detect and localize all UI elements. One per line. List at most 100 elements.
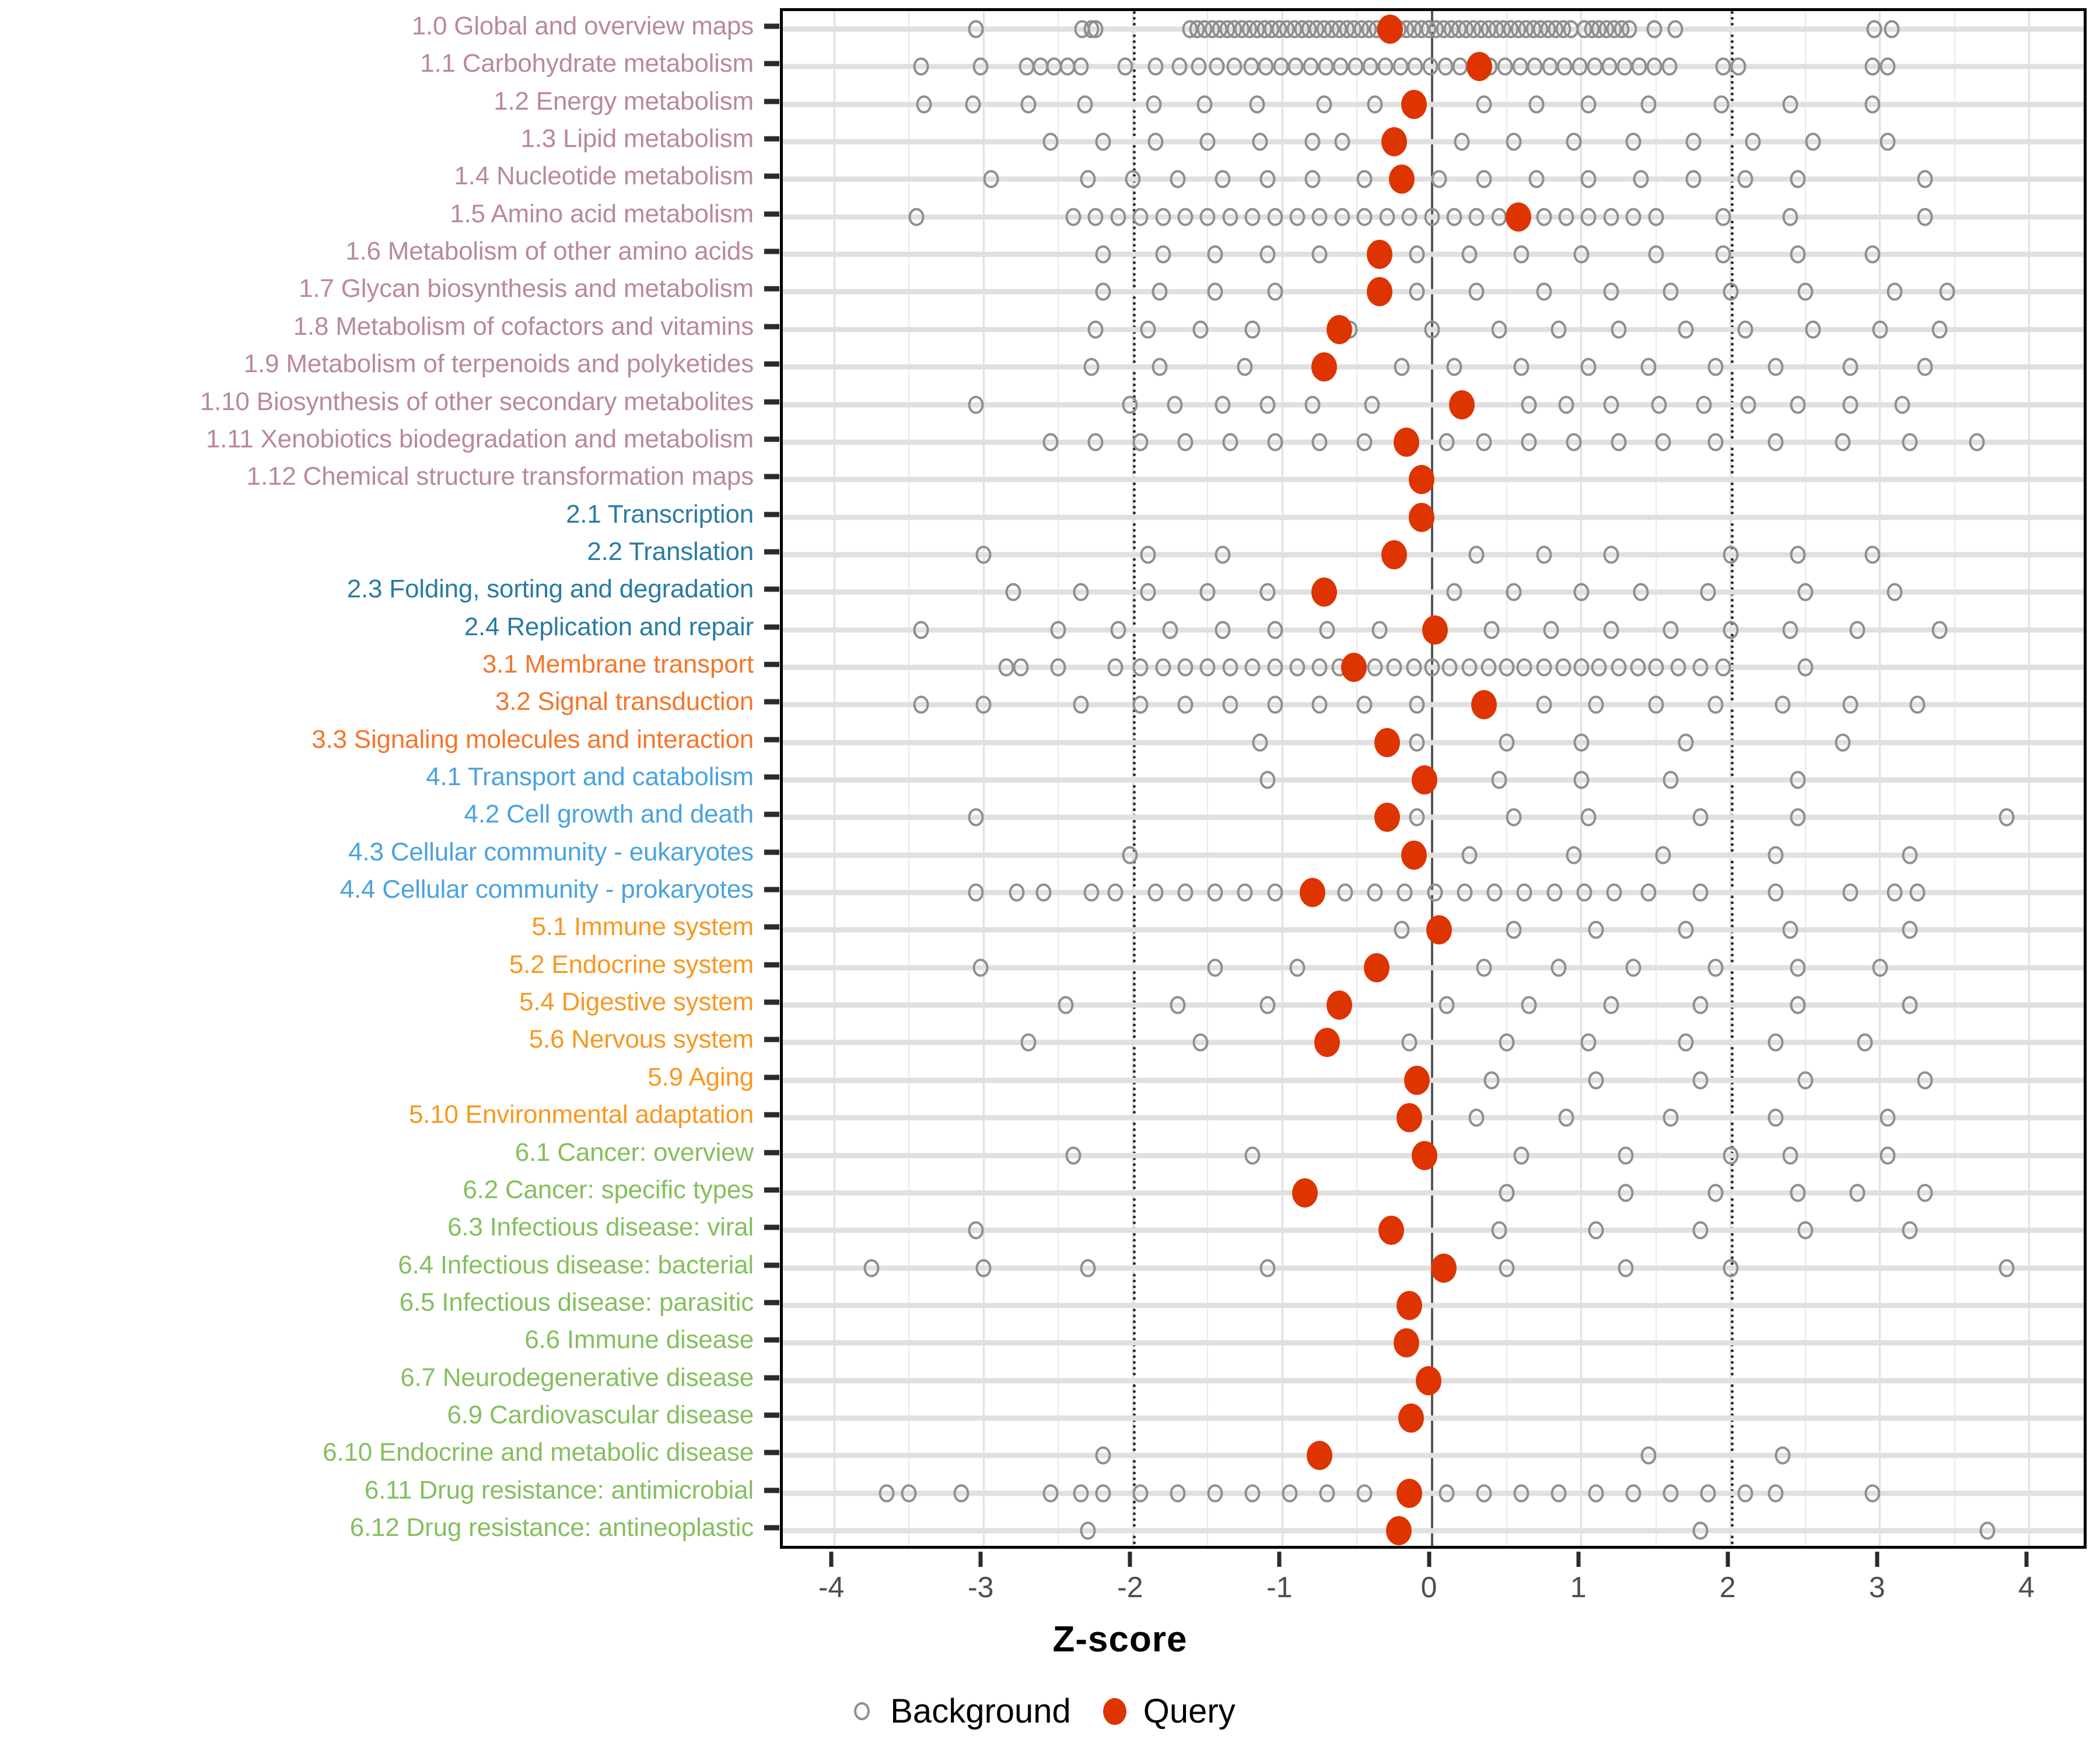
background-point[interactable] <box>1431 170 1447 188</box>
background-point[interactable] <box>1506 132 1522 151</box>
background-point[interactable] <box>1618 1146 1634 1164</box>
background-point[interactable] <box>1662 1108 1679 1127</box>
background-point[interactable] <box>1917 358 1933 376</box>
background-point[interactable] <box>1506 583 1522 601</box>
background-point[interactable] <box>1177 883 1194 902</box>
background-point[interactable] <box>1303 57 1319 76</box>
background-point[interactable] <box>1199 658 1216 677</box>
background-point[interactable] <box>1222 695 1238 714</box>
query-point[interactable] <box>1416 1366 1442 1395</box>
background-point[interactable] <box>1917 1071 1933 1090</box>
background-point[interactable] <box>1894 396 1910 414</box>
background-point[interactable] <box>1132 695 1149 714</box>
query-point[interactable] <box>1404 1065 1430 1095</box>
background-point[interactable] <box>1880 57 1896 76</box>
background-point[interactable] <box>1311 695 1328 714</box>
background-point[interactable] <box>1864 245 1881 264</box>
background-point[interactable] <box>1730 57 1746 76</box>
background-point[interactable] <box>1042 1484 1059 1503</box>
background-point[interactable] <box>1499 658 1515 677</box>
background-point[interactable] <box>1461 846 1478 864</box>
background-point[interactable] <box>1446 208 1462 226</box>
background-point[interactable] <box>1424 320 1440 339</box>
background-point[interactable] <box>1461 658 1478 677</box>
background-point[interactable] <box>1476 170 1492 188</box>
background-point[interactable] <box>1192 320 1209 339</box>
background-point[interactable] <box>1572 57 1588 76</box>
background-point[interactable] <box>1167 396 1183 414</box>
background-point[interactable] <box>1625 208 1642 226</box>
background-point[interactable] <box>1707 695 1724 714</box>
background-point[interactable] <box>1356 170 1373 188</box>
background-point[interactable] <box>1887 282 1903 301</box>
background-point[interactable] <box>1864 1484 1881 1503</box>
background-point[interactable] <box>1768 358 1784 376</box>
background-point[interactable] <box>1723 1259 1739 1278</box>
background-point[interactable] <box>1849 1184 1866 1202</box>
background-point[interactable] <box>1316 95 1332 114</box>
background-point[interactable] <box>972 57 989 76</box>
background-point[interactable] <box>1192 1033 1209 1052</box>
query-point[interactable] <box>1386 1516 1412 1545</box>
background-point[interactable] <box>1214 170 1231 188</box>
background-point[interactable] <box>1209 57 1225 76</box>
background-point[interactable] <box>1147 132 1164 151</box>
background-point[interactable] <box>1849 621 1866 639</box>
background-point[interactable] <box>1603 996 1619 1014</box>
background-point[interactable] <box>1457 883 1473 902</box>
background-point[interactable] <box>1536 695 1552 714</box>
background-point[interactable] <box>1902 1221 1918 1240</box>
background-point[interactable] <box>1797 583 1814 601</box>
background-point[interactable] <box>1152 358 1168 376</box>
background-point[interactable] <box>1573 771 1590 789</box>
background-point[interactable] <box>1132 1484 1149 1503</box>
query-point[interactable] <box>1363 953 1390 982</box>
background-point[interactable] <box>1692 1071 1709 1090</box>
query-point[interactable] <box>1374 727 1400 757</box>
query-point[interactable] <box>1396 1478 1423 1508</box>
background-point[interactable] <box>1979 1521 1996 1540</box>
background-point[interactable] <box>1790 396 1806 414</box>
background-point[interactable] <box>1476 433 1492 452</box>
background-point[interactable] <box>1050 658 1066 677</box>
background-point[interactable] <box>1073 1484 1089 1503</box>
background-point[interactable] <box>1588 1221 1604 1240</box>
background-point[interactable] <box>1122 846 1138 864</box>
background-point[interactable] <box>1386 658 1402 677</box>
background-point[interactable] <box>1468 1108 1485 1127</box>
background-point[interactable] <box>1872 320 1888 339</box>
background-point[interactable] <box>1319 1484 1335 1503</box>
background-point[interactable] <box>1516 883 1532 902</box>
background-point[interactable] <box>1170 170 1186 188</box>
background-point[interactable] <box>1289 958 1306 977</box>
background-point[interactable] <box>1499 1259 1515 1278</box>
background-point[interactable] <box>1222 208 1238 226</box>
query-point[interactable] <box>1393 427 1419 457</box>
query-point[interactable] <box>1393 1328 1419 1358</box>
background-point[interactable] <box>1367 658 1383 677</box>
background-point[interactable] <box>1884 20 1900 38</box>
background-point[interactable] <box>1692 883 1709 902</box>
background-point[interactable] <box>1125 170 1141 188</box>
background-point[interactable] <box>1013 658 1029 677</box>
query-point[interactable] <box>1311 578 1338 607</box>
background-point[interactable] <box>1409 695 1425 714</box>
background-point[interactable] <box>1536 545 1552 564</box>
background-point[interactable] <box>1107 883 1124 902</box>
query-point[interactable] <box>1408 465 1434 495</box>
query-point[interactable] <box>1471 690 1497 720</box>
background-point[interactable] <box>1588 1071 1604 1090</box>
background-point[interactable] <box>1244 208 1261 226</box>
background-point[interactable] <box>1740 396 1756 414</box>
background-point[interactable] <box>1588 921 1604 939</box>
background-point[interactable] <box>1267 433 1283 452</box>
background-point[interactable] <box>1356 433 1373 452</box>
background-point[interactable] <box>1095 1446 1111 1465</box>
background-point[interactable] <box>1774 695 1791 714</box>
query-point[interactable] <box>1374 803 1400 832</box>
background-point[interactable] <box>1573 583 1590 601</box>
background-point[interactable] <box>1707 1184 1724 1202</box>
background-point[interactable] <box>1536 282 1552 301</box>
background-point[interactable] <box>1506 921 1522 939</box>
background-point[interactable] <box>1222 658 1238 677</box>
